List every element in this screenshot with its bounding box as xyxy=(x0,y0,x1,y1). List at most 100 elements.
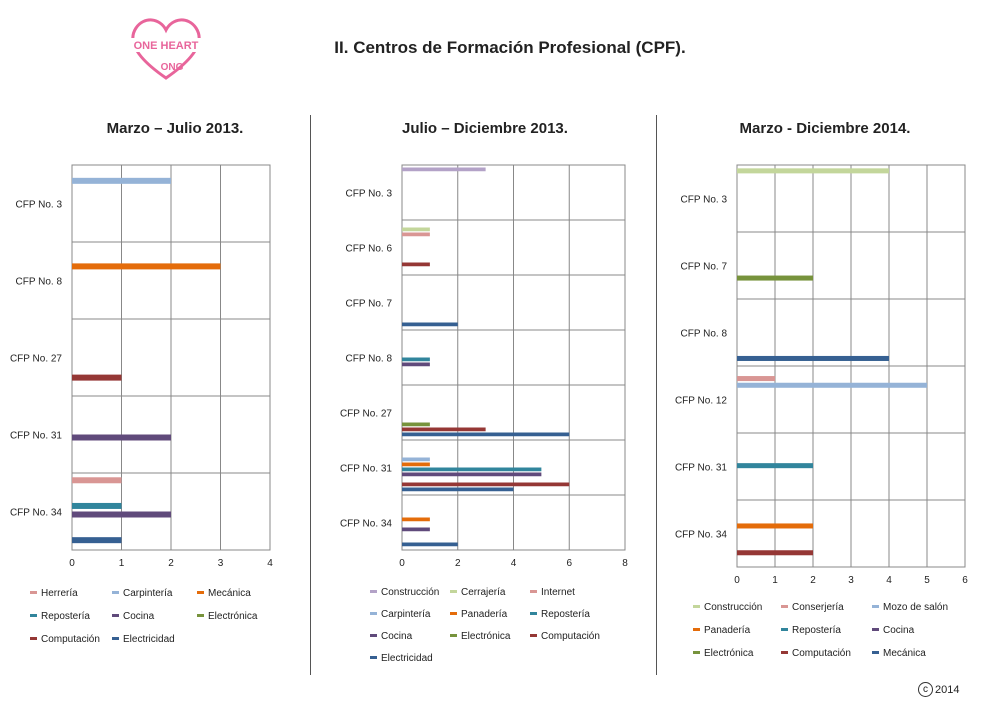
bar xyxy=(72,537,122,544)
one-heart-logo: ONE HEART ONG xyxy=(130,18,202,80)
chart-title-1: Marzo – Julio 2013. xyxy=(106,120,244,137)
x-tick-label: 0 xyxy=(69,558,75,569)
category-label: CFP No. 8 xyxy=(681,329,728,340)
category-label: CFP No. 8 xyxy=(346,354,393,365)
bar xyxy=(737,376,775,382)
x-tick-label: 4 xyxy=(511,558,517,569)
category-label: CFP No. 8 xyxy=(16,277,63,288)
x-tick-label: 3 xyxy=(218,558,224,569)
x-tick-label: 4 xyxy=(886,575,892,586)
legend-swatch xyxy=(872,628,879,631)
category-label: CFP No. 34 xyxy=(10,508,62,519)
bar xyxy=(402,487,514,492)
legend-swatch xyxy=(450,634,457,637)
legend-label: Cocina xyxy=(381,631,413,642)
category-label: CFP No. 12 xyxy=(675,396,727,407)
bar xyxy=(402,262,430,267)
bar xyxy=(402,462,430,467)
logo-line2: ONG xyxy=(161,62,184,73)
legend-swatch xyxy=(30,614,37,617)
x-tick-label: 0 xyxy=(734,575,740,586)
x-tick-label: 8 xyxy=(622,558,628,569)
legend-label: Mozo de salón xyxy=(883,602,948,613)
bar xyxy=(72,374,122,381)
legend-label: Repostería xyxy=(541,609,590,620)
legend-label: Computación xyxy=(792,648,851,659)
legend-label: Panadería xyxy=(704,625,751,636)
legend-swatch xyxy=(370,612,377,615)
legend-label: Cerrajería xyxy=(461,587,506,598)
x-tick-label: 2 xyxy=(168,558,174,569)
legend-label: Mecánica xyxy=(883,648,926,659)
copyright-year: 2014 xyxy=(935,683,960,696)
legend-label: Electrónica xyxy=(208,611,258,622)
legend-label: Electrónica xyxy=(704,648,754,659)
category-label: CFP No. 31 xyxy=(340,464,392,475)
bar xyxy=(402,167,486,172)
legend-swatch xyxy=(781,605,788,608)
category-label: CFP No. 31 xyxy=(675,463,727,474)
bar xyxy=(737,168,889,174)
bar xyxy=(402,357,430,362)
x-tick-label: 0 xyxy=(399,558,405,569)
legend-swatch xyxy=(693,628,700,631)
legend-swatch xyxy=(781,628,788,631)
page-title: II. Centros de Formación Profesional (CP… xyxy=(334,38,686,57)
legend-swatch xyxy=(197,591,204,594)
category-label: CFP No. 27 xyxy=(340,409,392,420)
bar xyxy=(402,472,542,477)
x-tick-label: 2 xyxy=(455,558,461,569)
legend-label: Repostería xyxy=(792,625,841,636)
legend-swatch xyxy=(872,605,879,608)
legend-label: Panadería xyxy=(461,609,508,620)
category-label: CFP No. 7 xyxy=(681,262,728,273)
legend-label: Conserjería xyxy=(792,602,844,613)
legend-label: Electricidad xyxy=(123,634,175,645)
legend-swatch xyxy=(450,590,457,593)
legend-swatch xyxy=(112,591,119,594)
legend-label: Construcción xyxy=(381,587,439,598)
legend-label: Computación xyxy=(541,631,600,642)
bar xyxy=(402,432,570,437)
copyright-note: c 2014 xyxy=(918,682,959,697)
bar xyxy=(72,177,171,184)
bar xyxy=(72,511,171,518)
legend-swatch xyxy=(872,651,879,654)
category-label: CFP No. 3 xyxy=(16,200,63,211)
chart-title-2: Julio – Diciembre 2013. xyxy=(402,120,568,137)
legend-label: Cocina xyxy=(123,611,155,622)
legend-label: Mecánica xyxy=(208,588,251,599)
legend-swatch xyxy=(781,651,788,654)
legend-label: Electricidad xyxy=(381,653,433,664)
category-label: CFP No. 34 xyxy=(340,519,392,530)
category-label: CFP No. 34 xyxy=(675,530,727,541)
legend-label: Carpintería xyxy=(123,588,173,599)
bar xyxy=(402,422,430,427)
legend-swatch xyxy=(450,612,457,615)
legend-label: Construcción xyxy=(704,602,762,613)
legend-label: Cocina xyxy=(883,625,915,636)
legend-swatch xyxy=(693,651,700,654)
legend-swatch xyxy=(30,591,37,594)
x-tick-label: 1 xyxy=(772,575,778,586)
chart-divider xyxy=(656,115,657,675)
bar xyxy=(402,527,430,532)
legend-swatch xyxy=(370,590,377,593)
bar xyxy=(402,322,458,327)
bar xyxy=(72,477,122,484)
chart-title-3: Marzo - Diciembre 2014. xyxy=(739,120,911,137)
legend-swatch xyxy=(112,637,119,640)
bar xyxy=(402,227,430,232)
bar xyxy=(72,434,171,441)
category-label: CFP No. 27 xyxy=(10,354,62,365)
category-label: CFP No. 31 xyxy=(10,431,62,442)
legend-label: Herrería xyxy=(41,588,78,599)
bar xyxy=(72,263,221,270)
x-tick-label: 4 xyxy=(267,558,273,569)
bar xyxy=(402,427,486,432)
bar xyxy=(737,355,889,361)
bar xyxy=(402,457,430,462)
bar xyxy=(402,482,570,487)
legend-swatch xyxy=(197,614,204,617)
chart-divider xyxy=(310,115,311,675)
